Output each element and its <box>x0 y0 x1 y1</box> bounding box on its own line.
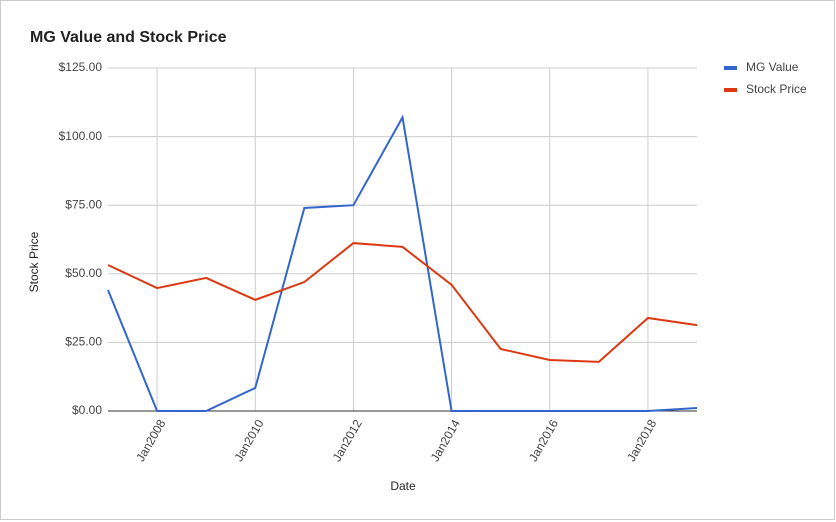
y-tick-label: $0.00 <box>72 403 102 417</box>
y-tick-label: $100.00 <box>59 129 103 143</box>
legend-label: Stock Price <box>746 82 807 96</box>
chart-title: MG Value and Stock Price <box>30 29 227 46</box>
series-line <box>107 114 698 412</box>
y-tick-label: $50.00 <box>65 266 102 280</box>
y-tick-label: $125.00 <box>59 60 103 74</box>
legend-label: MG Value <box>746 60 799 74</box>
y-tick-label: $75.00 <box>65 197 102 211</box>
x-axis-label: Date <box>390 479 416 493</box>
series-line <box>107 242 698 363</box>
y-tick-label: $25.00 <box>65 335 102 349</box>
y-axis-label: Stock Price <box>27 231 41 292</box>
